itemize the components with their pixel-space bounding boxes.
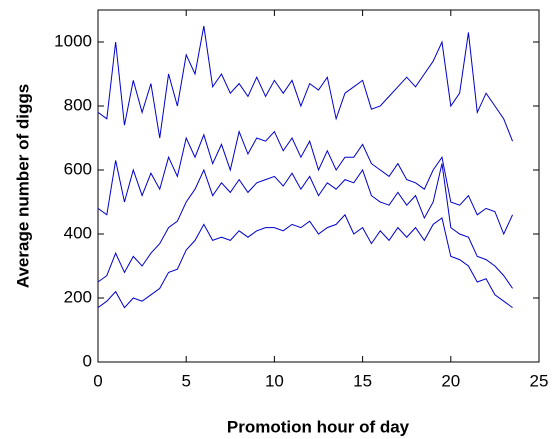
x-tick-label: 10 [265,371,284,390]
y-tick-label: 400 [64,223,92,242]
x-tick-label: 25 [530,371,549,390]
series-line [97,163,513,289]
y-tick-label: 600 [64,159,92,178]
x-axis-label: Promotion hour of day [227,417,410,436]
series-line [97,213,513,309]
y-tick-label: 0 [83,351,92,370]
x-tick-label: 20 [441,371,460,390]
y-tick-label: 1000 [54,31,92,50]
x-tick-label: 15 [353,371,372,390]
x-tick-label: 0 [93,371,102,390]
y-tick-label: 200 [64,287,92,306]
y-tick-label: 800 [64,95,92,114]
plot-frame [97,9,540,363]
y-axis-label: Average number of diggs [13,84,32,288]
series-line [97,25,514,142]
series-line [97,129,513,236]
x-tick-label: 5 [181,371,190,390]
